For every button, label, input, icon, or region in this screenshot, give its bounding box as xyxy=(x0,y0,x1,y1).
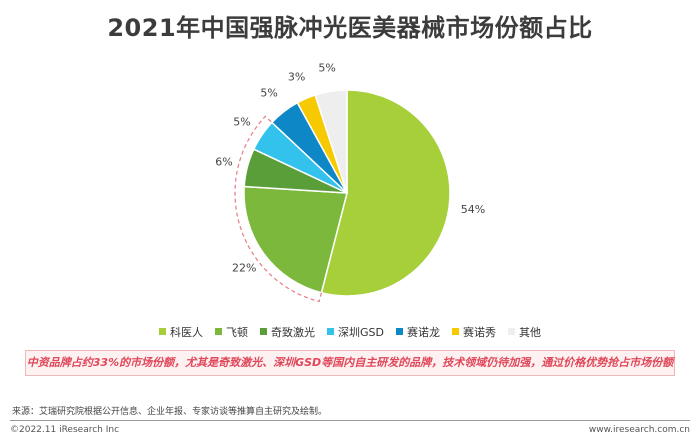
legend-label: 科医人 xyxy=(170,326,203,339)
legend-label: 其他 xyxy=(518,326,541,339)
legend-item-4: 赛诺龙 xyxy=(395,324,440,340)
data-label-2: 6% xyxy=(215,155,232,168)
legend-item-0: 科医人 xyxy=(159,324,203,340)
chart-title: 2021年中国强脉冲光医美器械市场份额占比 xyxy=(107,14,593,42)
pie-chart: 54% 22% 6% 5% 5% 3% 5% xyxy=(215,62,485,303)
legend-swatch xyxy=(159,328,166,335)
legend-swatch xyxy=(395,328,403,335)
data-label-5: 3% xyxy=(288,70,305,83)
data-label-0: 54% xyxy=(461,203,485,216)
legend-label: 奇致激光 xyxy=(271,326,315,339)
highlight-dashed-arc xyxy=(234,115,322,303)
legend-item-1: 飞顿 xyxy=(215,324,248,340)
data-label-1: 22% xyxy=(232,262,256,275)
legend-swatch xyxy=(327,328,334,335)
chart-legend: 科医人 飞顿 奇致激光 深圳GSD 赛诺龙 赛诺秀 其他 xyxy=(0,324,700,340)
source-note: 来源：艾瑞研究院根据公开信息、企业年报、专家访谈等推算自主研究及绘制。 xyxy=(12,407,328,417)
data-label-6: 5% xyxy=(318,62,335,75)
conclusion-note: 中资品牌占约33%的市场份额，尤其是奇致激光、深圳GSD等国内自主研发的品牌，技… xyxy=(25,350,675,376)
footer-copyright: ©2022.11 iResearch Inc xyxy=(10,425,120,435)
legend-label: 赛诺龙 xyxy=(406,326,440,339)
legend-swatch xyxy=(215,328,222,335)
legend-swatch xyxy=(260,328,267,335)
data-label-3: 5% xyxy=(233,116,250,129)
pie-chart-area: 54% 22% 6% 5% 5% 3% 5% xyxy=(0,60,700,320)
legend-label: 赛诺秀 xyxy=(462,326,496,339)
legend-swatch xyxy=(451,328,459,335)
legend-label: 飞顿 xyxy=(226,326,248,339)
footer-website: www.iresearch.com.cn xyxy=(588,425,690,435)
legend-item-6: 其他 xyxy=(507,324,541,340)
footer-divider xyxy=(10,420,690,421)
data-label-4: 5% xyxy=(260,87,277,100)
legend-label: 深圳GSD xyxy=(338,326,384,339)
legend-item-2: 奇致激光 xyxy=(260,324,315,340)
pie-slice-1 xyxy=(243,185,348,294)
legend-item-5: 赛诺秀 xyxy=(451,324,496,340)
pie-slice-6 xyxy=(314,89,348,194)
pie-slice-0 xyxy=(320,89,451,297)
legend-item-3: 深圳GSD xyxy=(327,324,384,340)
legend-swatch xyxy=(507,328,515,335)
